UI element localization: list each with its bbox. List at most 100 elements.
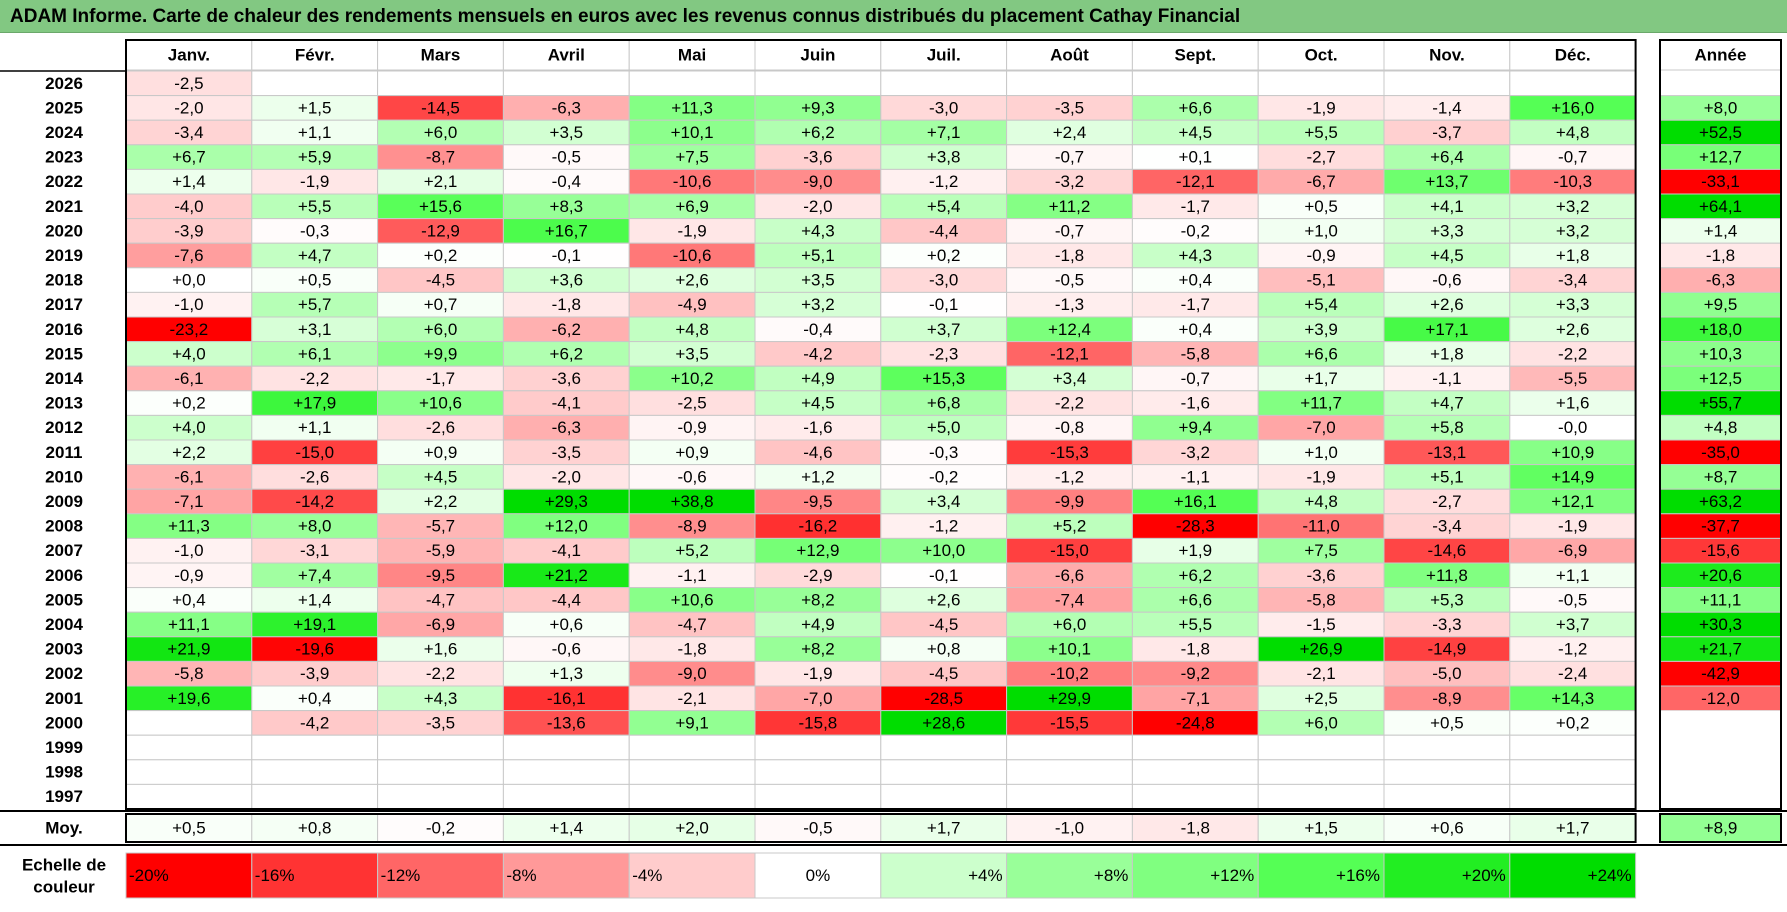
scale-swatch-label: +20% <box>1462 866 1506 885</box>
heat-cell <box>628 783 756 810</box>
heat-cell-label: -1,2 <box>929 172 958 191</box>
heat-cell-label: -2,1 <box>677 689 706 708</box>
heat-cell <box>1131 218 1259 244</box>
annual-cell <box>1659 267 1782 293</box>
heat-cell-label: -1,2 <box>929 517 958 536</box>
heat-cell <box>1006 70 1133 97</box>
heat-cell-label: +1,1 <box>298 418 332 437</box>
heat-cell-label: +10,1 <box>1048 640 1091 659</box>
heat-cell-label: -1,0 <box>174 541 203 560</box>
heat-cell <box>125 710 253 736</box>
heat-cell <box>125 562 253 589</box>
heat-cell-label: -5,5 <box>1558 369 1587 388</box>
heat-cell-label: -5,8 <box>1181 344 1210 363</box>
heat-cell-label: -2,0 <box>803 197 832 216</box>
heat-cell-label: +3,3 <box>1556 295 1590 314</box>
heat-cell <box>251 464 379 490</box>
heat-cell-label: -4,5 <box>929 615 958 634</box>
heat-cell-label: -0,1 <box>552 246 581 265</box>
annual-cell <box>1659 291 1782 318</box>
heat-cell <box>1131 636 1259 662</box>
heat-cell <box>1383 218 1511 244</box>
heat-cell-label: +9,4 <box>1179 418 1213 437</box>
heat-cell <box>754 734 882 761</box>
annual-cell <box>1660 710 1781 736</box>
heat-cell <box>1131 242 1259 269</box>
heat-cell-label: +21,9 <box>167 640 210 659</box>
heat-cell <box>1257 513 1385 539</box>
heat-cell <box>1383 759 1511 785</box>
heat-cell <box>880 218 1008 244</box>
heat-cell <box>880 242 1008 269</box>
annual-cell <box>1659 562 1782 589</box>
heat-cell <box>628 341 756 367</box>
scale-swatch <box>1131 852 1259 899</box>
heat-cell-label: -15,5 <box>1050 713 1089 732</box>
heat-cell-label: +3,5 <box>675 344 709 363</box>
month-header-2: Févr. <box>295 46 335 65</box>
heat-cell-label: +0,4 <box>1179 320 1213 339</box>
heat-cell-label: -10,6 <box>673 172 712 191</box>
heat-cell-label: +3,4 <box>927 492 961 511</box>
year-label: 2019 <box>45 246 83 265</box>
heat-cell-label: +16,7 <box>545 221 588 240</box>
heat-cell-label: -12,1 <box>1176 172 1215 191</box>
heat-cell-label: +5,2 <box>1053 517 1087 536</box>
heat-cell <box>1131 783 1259 810</box>
heat-cell-label: +28,6 <box>922 713 965 732</box>
annual-cell-label: +11,1 <box>1700 590 1742 609</box>
heat-cell <box>880 636 1008 662</box>
year-label: 2012 <box>45 418 83 437</box>
heat-cell <box>1257 218 1385 244</box>
annual-cell-label: +21,7 <box>1699 640 1742 659</box>
heat-cell-label: +0,5 <box>1430 713 1464 732</box>
heat-cell-label: -5,7 <box>426 517 455 536</box>
heat-cell-label: +0,4 <box>298 689 332 708</box>
month-header-cell <box>125 39 253 71</box>
heat-cell <box>628 513 756 539</box>
heat-cell <box>1383 390 1511 416</box>
heat-cell <box>1131 759 1259 785</box>
year-label: 2000 <box>45 713 83 732</box>
heat-cell <box>1383 783 1511 810</box>
heat-cell-label: +6,0 <box>1304 713 1338 732</box>
heat-cell <box>1257 414 1385 441</box>
annual-cell <box>1659 95 1782 121</box>
heat-cell <box>754 562 882 589</box>
heat-cell-label: +38,8 <box>671 492 714 511</box>
annual-cell-label: -33,1 <box>1701 172 1740 191</box>
heat-cell-label: +15,6 <box>419 197 462 216</box>
heat-cell <box>251 365 379 392</box>
heat-cell <box>754 611 882 638</box>
heat-cell-label: +1,7 <box>1304 369 1338 388</box>
heat-cell-label: -2,2 <box>1055 394 1084 413</box>
heat-cell <box>125 636 253 662</box>
scale-swatch-label: -20% <box>129 866 169 885</box>
heat-cell-label: -8,7 <box>426 148 455 167</box>
heat-cell <box>1006 611 1133 638</box>
heat-cell-label: +1,0 <box>1304 221 1338 240</box>
heat-cell <box>628 464 756 490</box>
heat-cell-label: -15,0 <box>295 443 334 462</box>
heat-cell-label: +19,6 <box>167 689 210 708</box>
heat-cell-label: -0,9 <box>677 418 706 437</box>
heat-cell-label: -1,4 <box>1432 98 1461 117</box>
heat-cell-label: -5,8 <box>174 664 203 683</box>
heat-cell-label: +2,2 <box>172 443 206 462</box>
heat-cell-label: -0,7 <box>1558 148 1587 167</box>
heat-cell <box>125 119 253 146</box>
heat-cell <box>754 759 882 785</box>
annual-cell <box>1659 144 1782 170</box>
heat-cell-label: -2,4 <box>1558 664 1587 683</box>
heat-cell <box>377 513 504 539</box>
heat-cell-label: +13,7 <box>1425 172 1468 191</box>
heat-cell-label: -1,2 <box>1055 467 1084 486</box>
heat-cell <box>880 759 1008 785</box>
average-cell-label: +1,4 <box>550 819 584 838</box>
heat-cell-label: -0,1 <box>929 295 958 314</box>
heat-cell-label: +3,4 <box>1053 369 1087 388</box>
heat-cell-label: -12,9 <box>421 221 460 240</box>
heat-cell-label: +3,3 <box>1430 221 1464 240</box>
month-header-5: Mai <box>678 46 706 65</box>
